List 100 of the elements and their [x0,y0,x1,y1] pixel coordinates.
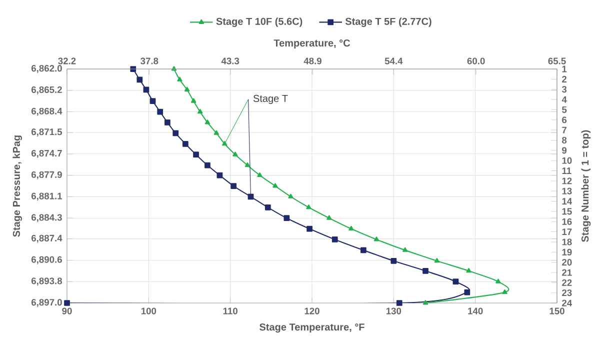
point [326,215,332,220]
point [332,236,338,242]
point [136,76,143,83]
point [190,98,196,103]
y2-tick-label: 13 [562,188,572,194]
y2-tick-label: 4 [562,96,567,103]
point [422,300,428,305]
y-tick-label: 6,884.3 [31,214,62,222]
y2-tick-label: 3 [562,86,567,93]
y-tick-label: 6,897.0 [31,299,62,307]
x-tick-label: 140 [468,308,483,314]
y2-tick-label: 20 [562,259,572,266]
point [182,140,188,147]
point [306,226,312,232]
y-tick-label: 6,871.5 [31,128,62,136]
point [257,172,262,178]
x-tick-label: 150 [550,308,564,314]
y2-tick-label: 11 [562,168,572,174]
point [216,172,223,178]
x-tick-label: 100 [141,308,156,314]
point [284,215,290,222]
y2-tick-label: 1 [562,66,567,72]
point [172,130,179,136]
y2-tick-label: 2 [562,76,567,82]
point [193,152,199,158]
point [232,152,238,156]
point [198,108,203,114]
x2-tick-label: 48.9 [304,58,322,64]
point [496,278,501,284]
x2-tick-label: 43.3 [221,58,240,64]
x2-axis-title: Temperature, °C [274,39,350,49]
x2-tick-label: 37.8 [140,58,158,64]
y2-tick-label: 14 [562,198,572,204]
y2-tick-label: 6 [562,116,567,124]
x2-tick-label: 32.2 [58,58,76,64]
point [502,289,508,294]
point [374,236,380,242]
y2-tick-label: 12 [562,178,572,184]
y-tick-label: 6,874.7 [31,150,62,158]
x2-tick-label: 65.5 [548,58,566,64]
point [222,140,228,146]
x-tick-label: 90 [62,308,72,314]
y2-tick-label: 19 [562,248,572,256]
point [143,86,150,93]
annotation: Stage T [253,94,288,104]
point [466,268,472,273]
y-tick-label: 6,877.9 [31,171,62,180]
point [452,278,459,285]
x-axis-title: Stage Temperature, °F [260,323,364,333]
y2-tick-label: 9 [562,147,567,154]
x-tick-label: 130 [386,308,402,314]
point [306,204,312,210]
point [422,268,428,274]
point [264,204,271,210]
point [204,120,210,124]
point [164,120,170,126]
point [177,76,182,82]
y2-tick-label: 8 [562,136,567,144]
y2-tick-label: 22 [562,279,572,286]
legend-label: Stage T 5F (2.77C) [345,18,432,27]
x-tick-label: 120 [304,308,320,314]
x2-tick-label: 54.4 [384,58,403,64]
point [348,226,354,231]
point [230,183,237,189]
point [402,247,408,252]
point [272,183,278,188]
y2-tick-label: 16 [562,218,572,225]
point [464,289,470,296]
y-tick-label: 6,887.4 [31,234,62,243]
legend-label: Stage T 10F (5.6C) [216,18,302,27]
y2-axis-title: Stage Number ( 1 = top) [581,130,591,242]
x-tick-label: 110 [223,308,238,314]
point [288,194,294,198]
y-tick-label: 6,868.4 [31,108,62,116]
y-tick-label: 6,893.8 [31,278,62,286]
point [214,130,220,135]
point [248,194,254,200]
y2-tick-label: 5 [562,106,567,113]
y2-tick-label: 21 [562,269,572,276]
y-tick-label: 6,881.1 [31,192,62,201]
y-tick-label: 6,865.2 [31,86,62,94]
point [150,98,156,104]
point [184,86,190,92]
y2-tick-label: 18 [562,238,572,246]
y2-tick-label: 7 [562,126,566,134]
x2-tick-label: 60.0 [467,58,485,64]
point [390,258,397,264]
y2-tick-label: 10 [562,157,572,164]
point [157,108,164,115]
point [360,247,366,254]
point [396,300,402,306]
y-axis-title: Stage Pressure, kPag [12,136,22,237]
y-tick-label: 6,862.0 [31,65,62,73]
y2-tick-label: 15 [562,208,572,215]
y2-tick-label: 17 [562,228,572,235]
y-tick-label: 6,890.6 [31,256,62,264]
point [64,300,70,306]
point [244,162,250,168]
y2-tick-label: 23 [562,290,572,296]
y2-tick-label: 24 [562,300,572,306]
